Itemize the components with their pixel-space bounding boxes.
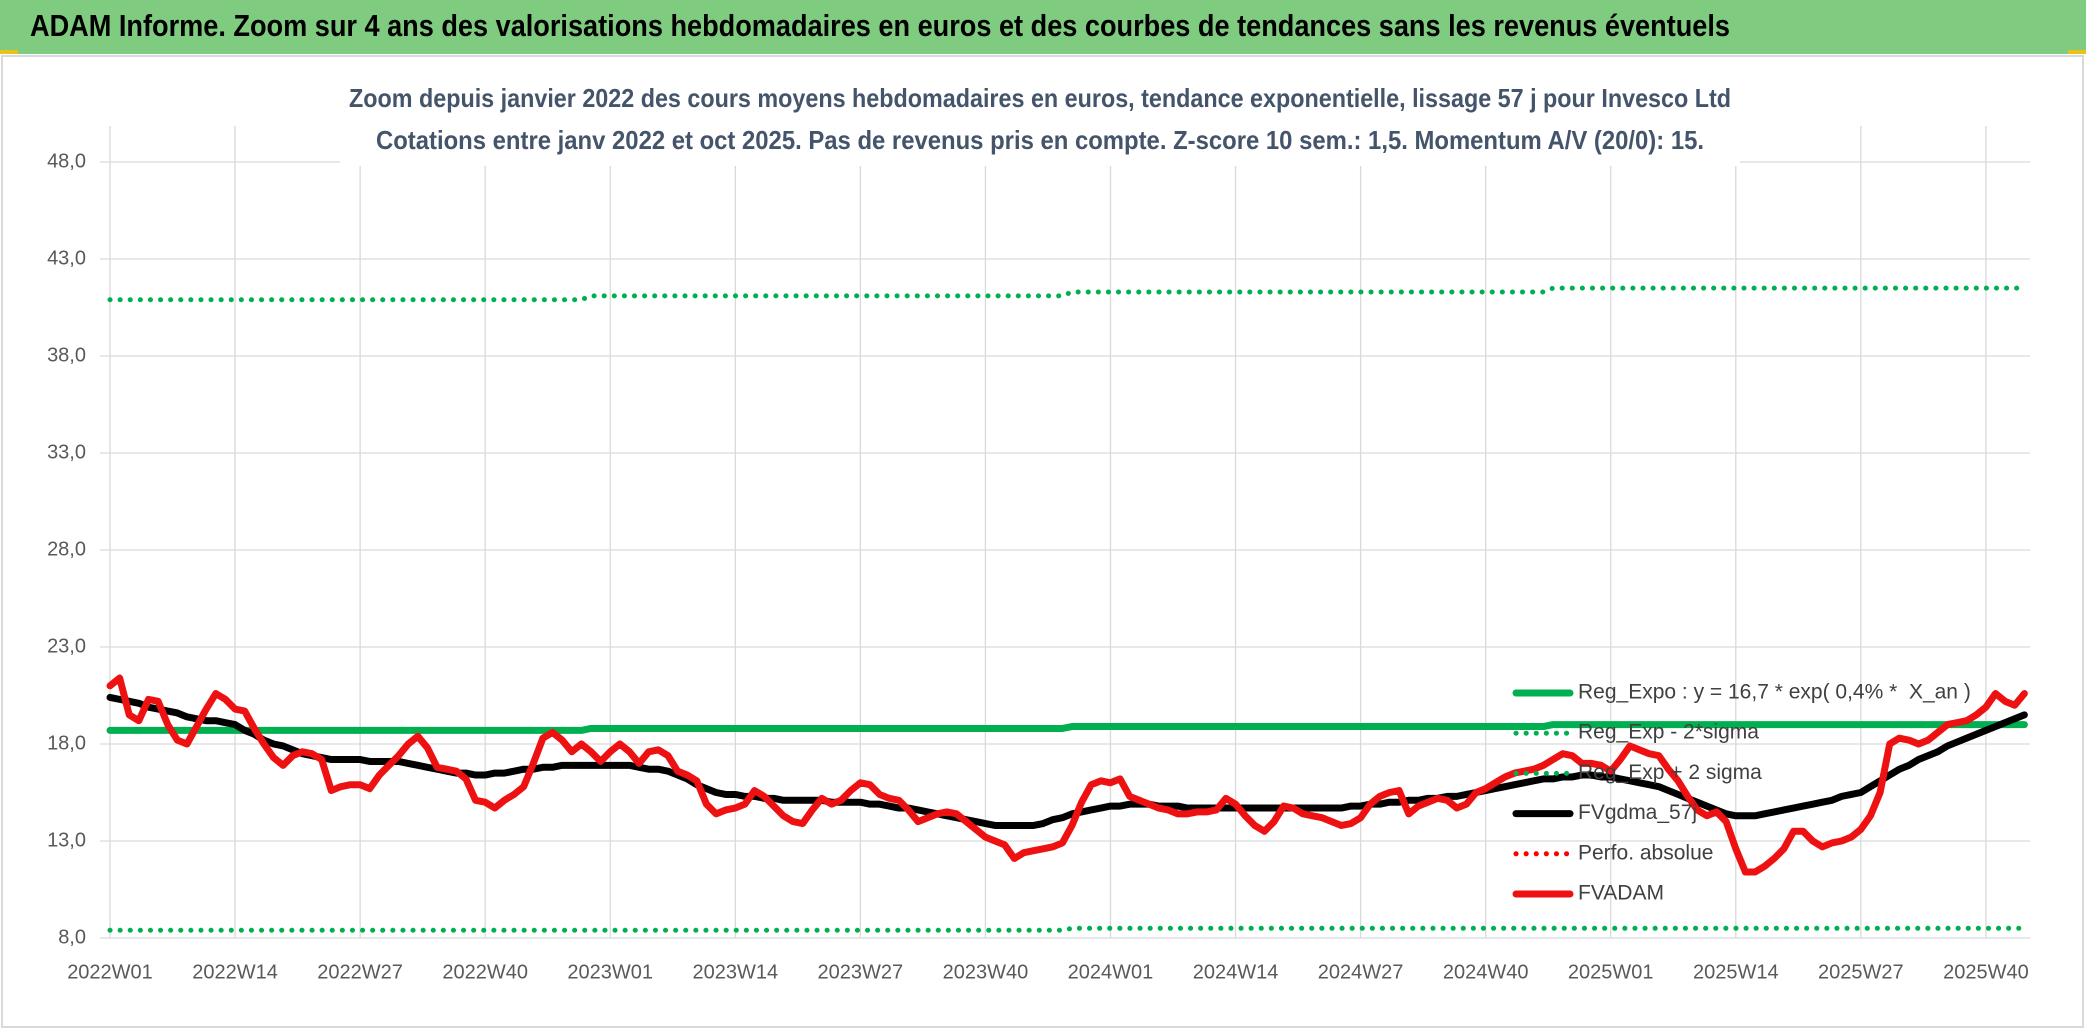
x-tick-label: 2024W40: [1443, 961, 1529, 983]
x-tick-label: 2023W01: [567, 961, 653, 983]
x-tick-label: 2022W40: [442, 961, 528, 983]
x-tick-label: 2022W01: [67, 961, 153, 983]
y-tick-label: 18,0: [47, 732, 86, 754]
legend-label: Perfo. absolue: [1578, 841, 1713, 864]
header-accent: [0, 50, 18, 54]
legend-label: FVgdma_57j: [1578, 801, 1697, 824]
x-tick-label: 2025W40: [1943, 961, 2029, 983]
chart-title: Zoom depuis janvier 2022 des cours moyen…: [349, 83, 1731, 113]
x-tick-label: 2024W27: [1318, 961, 1404, 983]
x-tick-label: 2025W01: [1568, 961, 1654, 983]
x-tick-label: 2025W14: [1693, 961, 1779, 983]
x-tick-label: 2022W27: [317, 961, 403, 983]
page-title: ADAM Informe. Zoom sur 4 ans des valoris…: [30, 8, 1730, 43]
y-tick-label: 33,0: [47, 441, 86, 463]
series-line: [106, 721, 2028, 734]
y-tick-label: 48,0: [47, 150, 86, 172]
legend: Reg_Expo : y = 16,7 * exp( 0,4% * X_an )…: [1512, 681, 1971, 905]
y-tick-label: 8,0: [58, 926, 86, 948]
y-tick-label: 13,0: [47, 829, 86, 851]
header-accent: [2068, 50, 2086, 54]
x-tick-label: 2022W14: [192, 961, 278, 983]
legend-label: FVADAM: [1578, 882, 1664, 905]
y-tick-label: 38,0: [47, 344, 86, 366]
series-line: [107, 925, 2027, 933]
y-tick-label: 23,0: [47, 635, 86, 657]
chart-subtitle: Cotations entre janv 2022 et oct 2025. P…: [376, 125, 1704, 155]
y-tick-label: 43,0: [47, 247, 86, 269]
title-backdrop: [340, 78, 1740, 166]
series-line: [106, 674, 2028, 876]
x-tick-label: 2024W14: [1193, 961, 1279, 983]
x-tick-label: 2023W27: [818, 961, 904, 983]
header-bar: [0, 0, 2086, 54]
x-tick-label: 2023W14: [692, 961, 778, 983]
legend-label: Reg_Expo : y = 16,7 * exp( 0,4% * X_an ): [1578, 681, 1971, 704]
series-line: [107, 285, 2027, 303]
legend-label: Reg_Exp - 2*sigma: [1578, 721, 1759, 744]
legend-label: Reg_Exp + 2 sigma: [1578, 761, 1762, 784]
chart-frame: [1, 55, 2084, 1028]
x-tick-label: 2024W01: [1068, 961, 1154, 983]
y-tick-label: 28,0: [47, 538, 86, 560]
plot-lines: [106, 285, 2028, 933]
x-tick-label: 2025W27: [1818, 961, 1904, 983]
series-line: [106, 693, 2028, 829]
x-tick-label: 2023W40: [943, 961, 1029, 983]
